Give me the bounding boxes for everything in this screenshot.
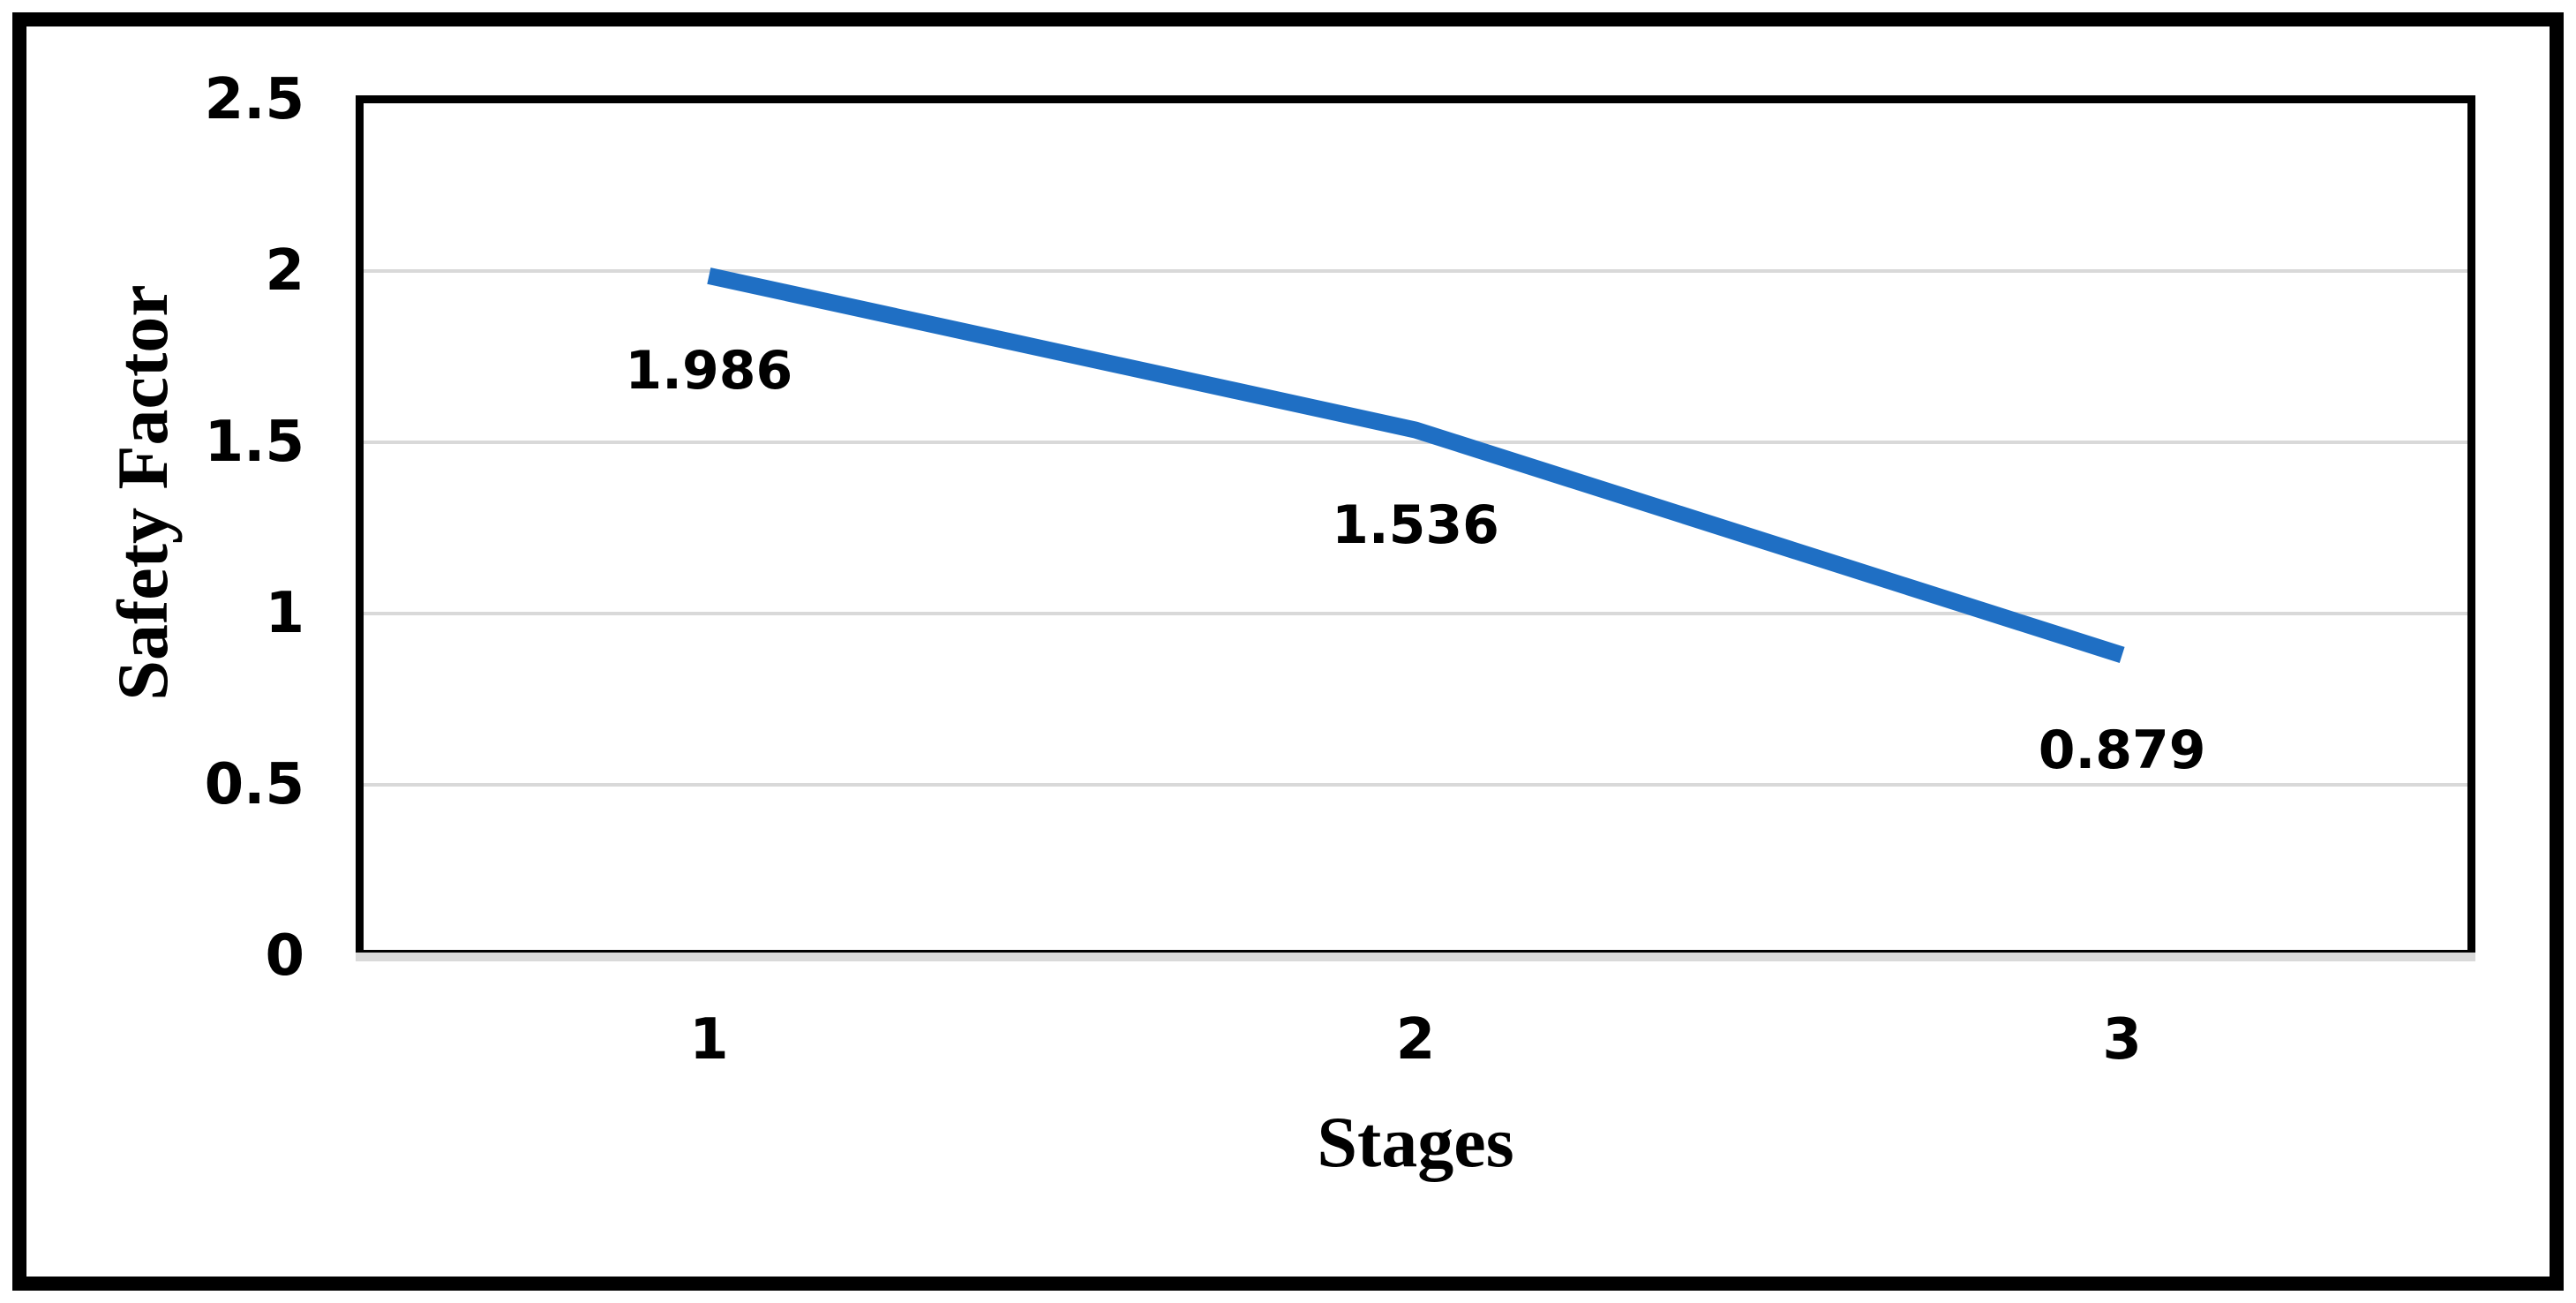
- x-tick-label: 1: [689, 1007, 729, 1073]
- data-label: 0.879: [2038, 719, 2206, 781]
- y-tick-label: 1: [265, 581, 304, 646]
- gridline: [364, 269, 2467, 273]
- y-tick-label: 2.5: [204, 67, 304, 132]
- y-tick-label: 2: [265, 238, 304, 304]
- gridline: [364, 783, 2467, 787]
- data-label: 1.986: [625, 340, 793, 403]
- x-axis-title: Stages: [1317, 1102, 1514, 1182]
- outer-frame-border: [12, 12, 2564, 1291]
- data-label: 1.536: [1332, 494, 1499, 557]
- gridline: [364, 612, 2467, 615]
- gridline: [364, 441, 2467, 444]
- y-tick-label: 0.5: [204, 752, 304, 817]
- y-tick-label: 0: [265, 923, 304, 989]
- x-axis-line: [356, 953, 2475, 961]
- x-tick-label: 2: [1395, 1007, 1436, 1073]
- plot-area: [356, 95, 2475, 953]
- y-axis-title: Safety Factor: [102, 284, 183, 701]
- y-tick-label: 1.5: [204, 410, 304, 475]
- x-tick-label: 3: [2102, 1007, 2142, 1073]
